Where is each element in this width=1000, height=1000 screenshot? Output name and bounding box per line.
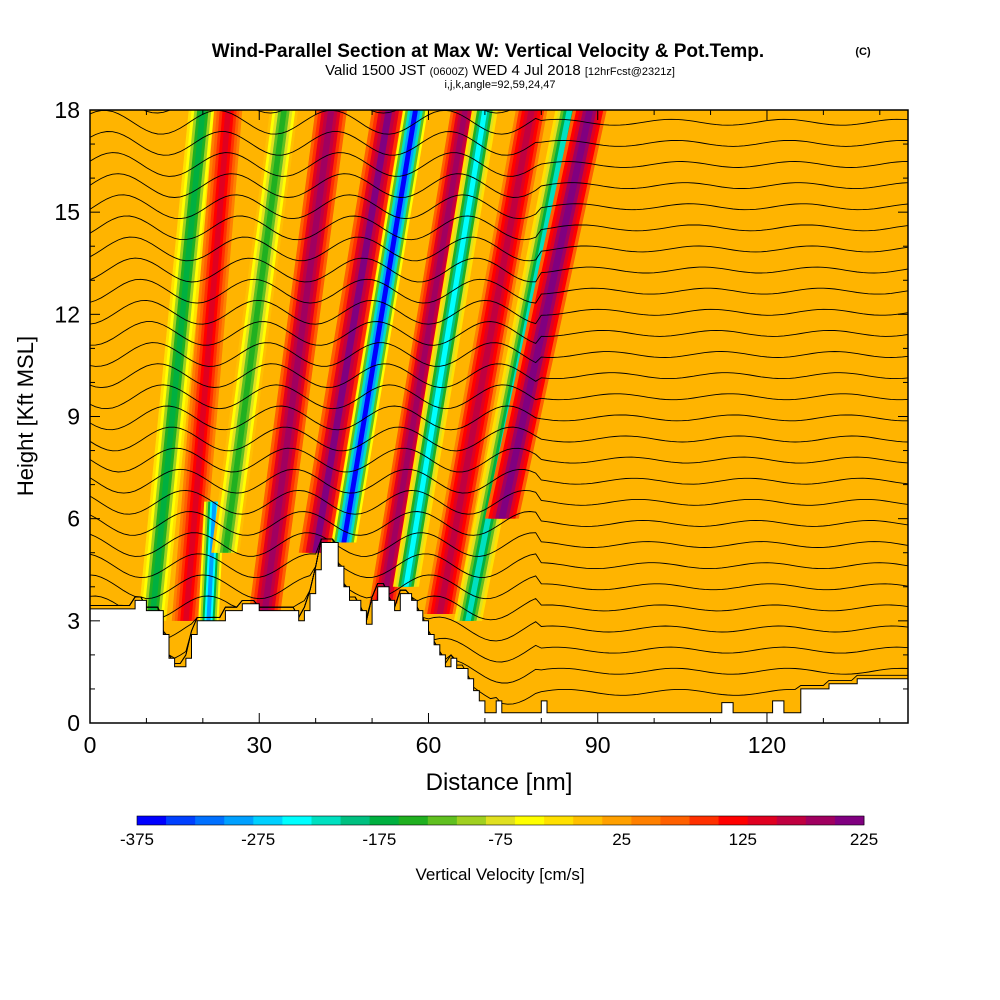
- colorbar-tick-label: -375: [120, 830, 154, 849]
- subtitle-fcst: [12hrFcst@2321z]: [585, 66, 675, 78]
- theta-contour: [90, 532, 908, 557]
- colorbar-swatch: [834, 816, 865, 825]
- theta-contour: [90, 342, 908, 367]
- theta-contour: [90, 257, 908, 283]
- y-tick-label: 3: [67, 608, 80, 634]
- colorbar-tick-label: -275: [241, 830, 275, 849]
- y-tick-label: 0: [67, 710, 80, 736]
- velocity-band: [222, 110, 287, 553]
- velocity-band: [312, 110, 393, 553]
- velocity-band: [498, 110, 594, 519]
- subtitle-utc: (0600Z): [430, 66, 469, 78]
- colorbar-swatch: [195, 816, 225, 825]
- theta-contour: [90, 538, 908, 579]
- colorbar-swatch: [224, 816, 254, 825]
- colorbar-swatch: [369, 816, 400, 825]
- colorbar-swatch: [253, 816, 283, 825]
- plot-area: [90, 110, 908, 723]
- theta-contour: [90, 384, 908, 410]
- x-tick-label: 0: [84, 732, 97, 758]
- colorbar-swatch: [340, 816, 371, 825]
- potential-temperature-contours: [90, 110, 908, 705]
- theta-contour: [90, 236, 908, 262]
- x-axis-label: Distance [nm]: [426, 769, 573, 796]
- colorbar-swatch: [282, 816, 312, 825]
- theta-contour: [90, 538, 908, 642]
- colorbar-swatch: [805, 816, 836, 825]
- y-tick-label: 18: [54, 97, 80, 123]
- terrain: [90, 542, 908, 723]
- x-tick-label: 90: [585, 732, 611, 758]
- y-axis: 0 3 6 9 12 15 18: [54, 97, 908, 736]
- x-tick-label: 30: [246, 732, 272, 758]
- colorbar-swatch: [398, 816, 429, 825]
- colorbar-swatch: [573, 816, 603, 825]
- theta-contour: [90, 131, 908, 156]
- theta-contour: [90, 405, 908, 431]
- theta-contour: [90, 110, 908, 135]
- colorbar-tick-label: -175: [362, 830, 396, 849]
- colorbar-swatch: [776, 816, 807, 825]
- y-tick-label: 6: [67, 506, 80, 532]
- colorbar-tick-label: 25: [612, 830, 631, 849]
- chart-subtitle: Valid 1500 JST (0600Z) WED 4 Jul 2018 [1…: [325, 62, 675, 79]
- colorbar-swatch: [689, 816, 719, 825]
- x-tick-label: 60: [416, 732, 442, 758]
- colorbar-swatch: [427, 816, 458, 825]
- y-tick-label: 9: [67, 404, 80, 430]
- subtitle-valid: Valid 1500 JST: [325, 62, 425, 79]
- theta-contour: [90, 538, 908, 600]
- colorbar-frame: [136, 815, 865, 826]
- colorbar-swatch: [631, 816, 661, 825]
- colorbar-swatch: [485, 816, 516, 825]
- colorbar-label: Vertical Velocity [cm/s]: [415, 865, 584, 884]
- colorbar-swatch: [718, 816, 749, 825]
- velocity-band: [261, 110, 335, 611]
- theta-contour: [90, 511, 908, 536]
- chart-subtitle-indices: i,j,k,angle=92,59,24,47: [444, 79, 555, 91]
- colorbar-swatch: [311, 816, 341, 825]
- velocity-band: [149, 110, 206, 621]
- theta-contour: [90, 152, 908, 177]
- y-tick-label: 15: [54, 199, 80, 225]
- colorbar-swatch: [747, 816, 778, 825]
- colorbar: -375 -275 -175 -75 25 125 225: [120, 815, 878, 849]
- colorbar-swatch: [602, 816, 632, 825]
- theta-contour: [90, 538, 908, 621]
- velocity-band: [206, 501, 217, 621]
- colorbar-swatch: [544, 816, 574, 825]
- theta-contour: [90, 468, 908, 494]
- theta-contour: [90, 173, 908, 198]
- velocity-band: [183, 110, 232, 621]
- theta-contour: [90, 447, 908, 473]
- colorbar-swatch: [456, 816, 487, 825]
- colorbar-swatch: [515, 816, 545, 825]
- colorbar-tick-label: 225: [850, 830, 878, 849]
- theta-contour: [90, 489, 908, 515]
- chart-title-mark: (C): [855, 46, 871, 58]
- theta-contour: [90, 426, 908, 452]
- theta-contour: [142, 110, 512, 114]
- y-axis-label: Height [Kft MSL]: [13, 336, 38, 496]
- subtitle-date: WED 4 Jul 2018: [472, 62, 580, 79]
- theta-contour: [90, 363, 908, 389]
- colorbar-swatch: [660, 816, 690, 825]
- colorbar-swatch: [166, 816, 196, 825]
- x-axis: 0 30 60 90 120: [84, 110, 881, 758]
- theta-contour: [90, 215, 908, 241]
- theta-contour: [90, 194, 908, 220]
- theta-contour: [90, 278, 908, 304]
- colorbar-tick-label: 125: [729, 830, 757, 849]
- colorbar-swatch: [137, 816, 167, 825]
- colorbar-tick-label: -75: [488, 830, 513, 849]
- velocity-band: [380, 110, 468, 604]
- x-tick-label: 120: [748, 732, 786, 758]
- theta-contour: [90, 321, 908, 346]
- theta-contour: [90, 299, 908, 325]
- chart-title: Wind-Parallel Section at Max W: Vertical…: [212, 41, 764, 62]
- velocity-bands: [137, 110, 607, 621]
- velocity-band: [403, 110, 488, 587]
- y-tick-label: 12: [54, 301, 80, 327]
